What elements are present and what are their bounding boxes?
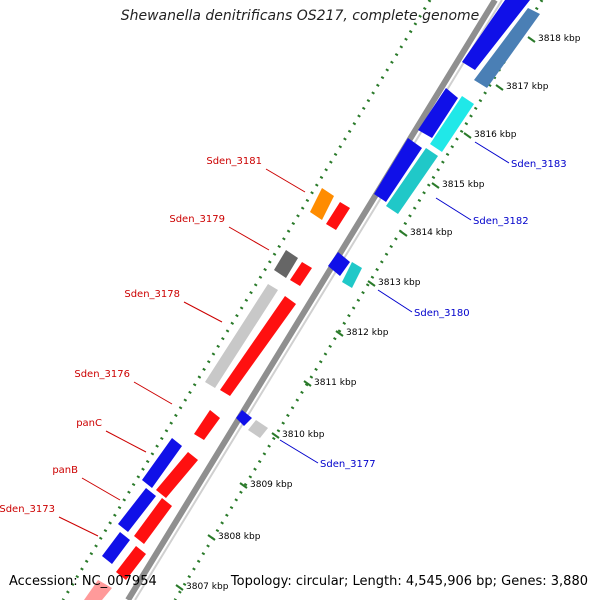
gene-red[interactable] <box>326 202 350 230</box>
scale-tick-label: 3807 kbp <box>186 582 229 592</box>
dotted-track-left <box>61 0 432 600</box>
scale-tick <box>527 36 536 43</box>
gene-cyan-small[interactable] <box>342 262 362 288</box>
scale-tick <box>335 330 344 337</box>
leader-line <box>377 289 413 313</box>
gene-blue-small[interactable] <box>236 410 252 426</box>
scale-tick <box>303 380 312 387</box>
gene-blue-arrow[interactable] <box>418 88 458 138</box>
gene-label[interactable]: Sden_3181 <box>206 156 262 167</box>
gene-blue-arrow[interactable] <box>462 0 530 70</box>
scale-tick <box>495 84 504 91</box>
scale-tick <box>239 482 248 489</box>
scale-tick <box>399 230 408 237</box>
gene-gray-small[interactable] <box>248 420 268 438</box>
dotted-track-right <box>173 0 544 600</box>
gene-sden-3178-features[interactable] <box>205 284 296 396</box>
leader-line <box>265 168 306 193</box>
gene-label[interactable]: Sden_3176 <box>74 369 130 380</box>
scale-tick <box>367 280 376 287</box>
scale-tick <box>431 182 440 189</box>
scale-tick-label: 3814 kbp <box>410 228 453 238</box>
gene-steelblue-bar[interactable] <box>474 8 540 88</box>
scale-tick-label: 3818 kbp <box>538 34 581 44</box>
leader-line <box>183 301 223 323</box>
gene-blue[interactable] <box>102 532 130 564</box>
leader-line <box>228 226 270 251</box>
scale-tick <box>207 534 216 541</box>
gene-red[interactable] <box>134 498 172 544</box>
left-labels: Sden_3181 Sden_3179 Sden_3178 Sden_3176 panC… <box>0 156 306 537</box>
gene-label[interactable]: Sden_3183 <box>511 159 567 170</box>
gene-teal-bar[interactable] <box>386 148 438 214</box>
gene-sden-3183-features[interactable] <box>462 0 540 88</box>
gene-red-bar[interactable] <box>220 296 296 396</box>
gene-label[interactable]: Sden_3173 <box>0 504 55 515</box>
leader-line <box>81 477 121 501</box>
gene-red[interactable] <box>156 452 198 498</box>
gene-gray-bar[interactable] <box>205 284 278 388</box>
scale-tick-label: 3810 kbp <box>282 430 325 440</box>
gene-blue-small[interactable] <box>328 252 350 276</box>
gene-sden-3182-features[interactable] <box>374 88 474 214</box>
gene-label[interactable]: Sden_3182 <box>473 216 529 227</box>
gene-red[interactable] <box>194 410 220 440</box>
leader-line <box>435 197 472 221</box>
gene-blue[interactable] <box>118 488 156 532</box>
gene-sden-3176-features[interactable] <box>194 410 220 440</box>
gene-sden-3177-features[interactable] <box>236 410 268 438</box>
leader-line <box>105 430 147 453</box>
gene-panb-features[interactable] <box>118 488 172 544</box>
gene-panc-features[interactable] <box>142 438 198 498</box>
scale-tick-label: 3817 kbp <box>506 82 549 92</box>
genome-summary: Topology: circular; Length: 4,545,906 bp… <box>230 574 588 589</box>
gene-red[interactable] <box>116 546 146 580</box>
gene-label[interactable]: panB <box>52 465 78 476</box>
scale-tick-label: 3816 kbp <box>474 130 517 140</box>
scale-tick <box>175 584 184 591</box>
page-title: Shewanella denitrificans OS217, complete… <box>120 8 480 24</box>
scale-ticks: 3818 kbp 3817 kbp 3816 kbp 3815 kbp 3814 kbp… <box>175 34 581 592</box>
gene-red[interactable] <box>290 262 312 286</box>
genome-backbone <box>125 0 498 600</box>
leader-line <box>279 439 319 464</box>
gene-label[interactable]: Sden_3177 <box>320 459 376 470</box>
scale-tick <box>271 432 280 439</box>
scale-tick-label: 3813 kbp <box>378 278 421 288</box>
gene-darkgray[interactable] <box>274 250 298 278</box>
scale-tick-label: 3811 kbp <box>314 378 357 388</box>
gene-label[interactable]: Sden_3179 <box>169 214 225 225</box>
scale-tick-label: 3808 kbp <box>218 532 261 542</box>
accession-label: Accession: NC_007954 <box>9 574 157 589</box>
gene-label[interactable]: Sden_3178 <box>124 289 180 300</box>
gene-label[interactable]: Sden_3180 <box>414 308 470 319</box>
leader-line <box>474 141 510 164</box>
gene-blue[interactable] <box>142 438 182 488</box>
gene-cyan-bar[interactable] <box>430 96 474 152</box>
gene-sden-3179-features[interactable] <box>274 250 312 286</box>
gene-label[interactable]: panC <box>76 418 102 429</box>
scale-tick-label: 3815 kbp <box>442 180 485 190</box>
scale-tick-label: 3809 kbp <box>250 480 293 490</box>
leader-line <box>58 516 99 537</box>
gene-sden-3173-features[interactable] <box>84 532 146 600</box>
gene-pink-fade[interactable] <box>84 580 112 600</box>
leader-line <box>133 381 173 405</box>
gene-sden-3181-features[interactable] <box>310 188 350 230</box>
right-labels: Sden_3183 Sden_3182 Sden_3180 Sden_3177 <box>279 141 567 470</box>
gene-orange[interactable] <box>310 188 334 220</box>
scale-tick-label: 3812 kbp <box>346 328 389 338</box>
gene-sden-3180-features[interactable] <box>328 252 362 288</box>
scale-tick <box>463 132 472 139</box>
gene-blue-arrow[interactable] <box>374 138 422 202</box>
